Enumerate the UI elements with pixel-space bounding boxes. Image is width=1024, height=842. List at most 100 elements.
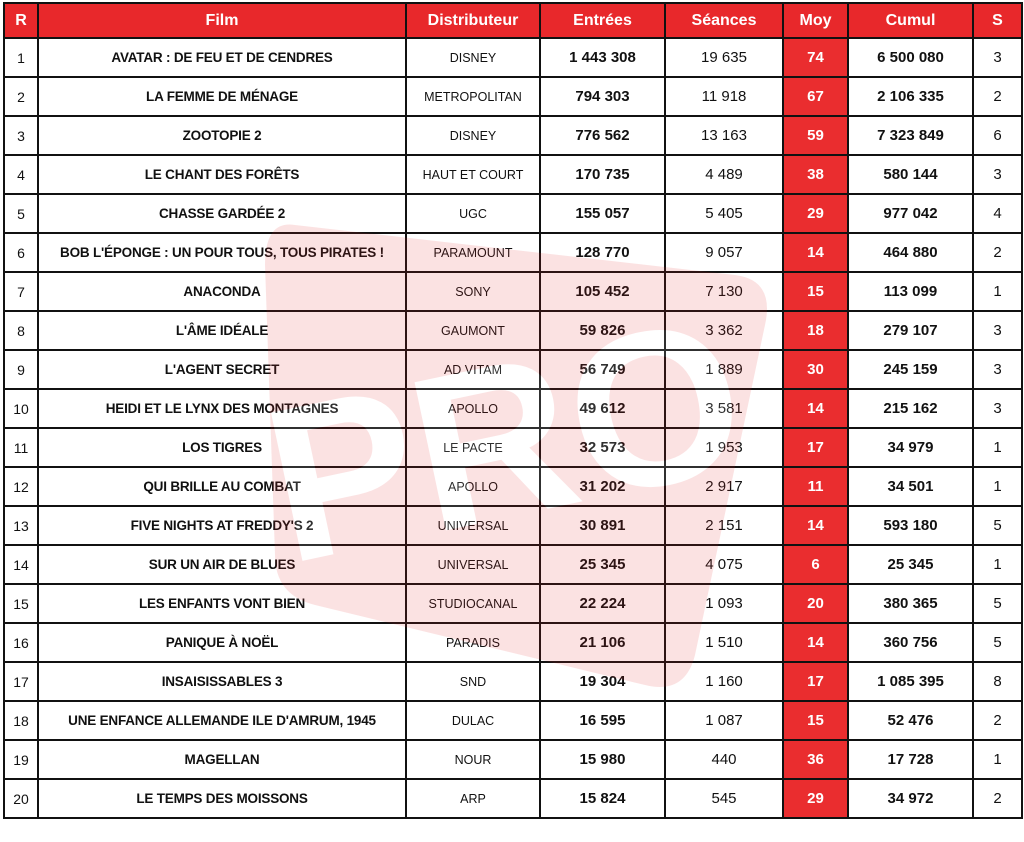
average-cell: 15: [782, 271, 849, 312]
total-cell: 464 880: [847, 232, 974, 273]
admissions-cell: 15 824: [539, 778, 666, 819]
header-cell: S: [972, 2, 1023, 39]
average-cell: 67: [782, 76, 849, 117]
film-cell: LE CHANT DES FORÊTS: [37, 154, 407, 195]
film-cell: LOS TIGRES: [37, 427, 407, 468]
admissions-cell: 776 562: [539, 115, 666, 156]
weeks-cell: 1: [972, 427, 1023, 468]
distributor-cell: HAUT ET COURT: [405, 154, 541, 195]
total-cell: 113 099: [847, 271, 974, 312]
weeks-cell: 3: [972, 37, 1023, 78]
table-row: 14 SUR UN AIR DE BLUES UNIVERSAL 25 345 4 07…: [3, 544, 1023, 585]
table-row: 18 UNE ENFANCE ALLEMANDE ILE D'AMRUM, 194…: [3, 700, 1023, 741]
weeks-cell: 4: [972, 193, 1023, 234]
rank-cell: 13: [3, 505, 39, 546]
screenings-cell: 7 130: [664, 271, 784, 312]
average-cell: 11: [782, 466, 849, 507]
admissions-cell: 25 345: [539, 544, 666, 585]
film-cell: LA FEMME DE MÉNAGE: [37, 76, 407, 117]
screenings-cell: 1 093: [664, 583, 784, 624]
distributor-cell: DISNEY: [405, 115, 541, 156]
total-cell: 360 756: [847, 622, 974, 663]
distributor-cell: UGC: [405, 193, 541, 234]
weeks-cell: 2: [972, 778, 1023, 819]
screenings-cell: 1 087: [664, 700, 784, 741]
rank-cell: 10: [3, 388, 39, 429]
film-cell: QUI BRILLE AU COMBAT: [37, 466, 407, 507]
rank-cell: 4: [3, 154, 39, 195]
film-cell: ANACONDA: [37, 271, 407, 312]
screenings-cell: 13 163: [664, 115, 784, 156]
weeks-cell: 1: [972, 271, 1023, 312]
rank-cell: 16: [3, 622, 39, 663]
distributor-cell: UNIVERSAL: [405, 505, 541, 546]
table-row: 3 ZOOTOPIE 2 DISNEY 776 562 13 163 59 7 323 84…: [3, 115, 1023, 156]
box-office-table: R Film Distributeur Entrées Séances Moy Cumul S…: [3, 2, 1023, 819]
table-body: 1 AVATAR : DE FEU ET DE CENDRES DISNEY 1 44…: [3, 37, 1023, 819]
film-cell: UNE ENFANCE ALLEMANDE ILE D'AMRUM, 1945: [37, 700, 407, 741]
screenings-cell: 2 151: [664, 505, 784, 546]
average-cell: 14: [782, 232, 849, 273]
distributor-cell: SND: [405, 661, 541, 702]
admissions-cell: 19 304: [539, 661, 666, 702]
admissions-cell: 30 891: [539, 505, 666, 546]
rank-cell: 3: [3, 115, 39, 156]
admissions-cell: 128 770: [539, 232, 666, 273]
rank-cell: 20: [3, 778, 39, 819]
film-cell: FIVE NIGHTS AT FREDDY'S 2: [37, 505, 407, 546]
rank-cell: 1: [3, 37, 39, 78]
screenings-cell: 440: [664, 739, 784, 780]
total-cell: 7 323 849: [847, 115, 974, 156]
admissions-cell: 56 749: [539, 349, 666, 390]
average-cell: 18: [782, 310, 849, 351]
film-cell: LES ENFANTS VONT BIEN: [37, 583, 407, 624]
screenings-cell: 2 917: [664, 466, 784, 507]
table-row: 19 MAGELLAN NOUR 15 980 440 36 17 728 1: [3, 739, 1023, 780]
table-row: 15 LES ENFANTS VONT BIEN STUDIOCANAL 22 224…: [3, 583, 1023, 624]
screenings-cell: 1 953: [664, 427, 784, 468]
average-cell: 29: [782, 778, 849, 819]
rank-cell: 6: [3, 232, 39, 273]
average-cell: 6: [782, 544, 849, 585]
rank-cell: 8: [3, 310, 39, 351]
rank-cell: 19: [3, 739, 39, 780]
distributor-cell: PARADIS: [405, 622, 541, 663]
average-cell: 14: [782, 505, 849, 546]
table-row: 6 BOB L'ÉPONGE : UN POUR TOUS, TOUS PIRAT…: [3, 232, 1023, 273]
rank-cell: 9: [3, 349, 39, 390]
header-cell: Distributeur: [405, 2, 541, 39]
film-cell: L'ÂME IDÉALE: [37, 310, 407, 351]
weeks-cell: 1: [972, 466, 1023, 507]
film-cell: AVATAR : DE FEU ET DE CENDRES: [37, 37, 407, 78]
admissions-cell: 21 106: [539, 622, 666, 663]
rank-cell: 17: [3, 661, 39, 702]
screenings-cell: 4 075: [664, 544, 784, 585]
screenings-cell: 9 057: [664, 232, 784, 273]
average-cell: 38: [782, 154, 849, 195]
admissions-cell: 32 573: [539, 427, 666, 468]
table-row: 13 FIVE NIGHTS AT FREDDY'S 2 UNIVERSAL 30 8…: [3, 505, 1023, 546]
average-cell: 30: [782, 349, 849, 390]
admissions-cell: 794 303: [539, 76, 666, 117]
table-row: 12 QUI BRILLE AU COMBAT APOLLO 31 202 2 917 1…: [3, 466, 1023, 507]
table-row: 11 LOS TIGRES LE PACTE 32 573 1 953 17 34 979 1: [3, 427, 1023, 468]
table-row: 7 ANACONDA SONY 105 452 7 130 15 113 099 1: [3, 271, 1023, 312]
total-cell: 2 106 335: [847, 76, 974, 117]
total-cell: 580 144: [847, 154, 974, 195]
weeks-cell: 3: [972, 310, 1023, 351]
film-cell: MAGELLAN: [37, 739, 407, 780]
total-cell: 380 365: [847, 583, 974, 624]
screenings-cell: 19 635: [664, 37, 784, 78]
distributor-cell: APOLLO: [405, 388, 541, 429]
table-row: 1 AVATAR : DE FEU ET DE CENDRES DISNEY 1 44…: [3, 37, 1023, 78]
total-cell: 52 476: [847, 700, 974, 741]
screenings-cell: 3 581: [664, 388, 784, 429]
distributor-cell: APOLLO: [405, 466, 541, 507]
screenings-cell: 545: [664, 778, 784, 819]
weeks-cell: 2: [972, 232, 1023, 273]
average-cell: 20: [782, 583, 849, 624]
average-cell: 14: [782, 622, 849, 663]
header-cell: Film: [37, 2, 407, 39]
admissions-cell: 59 826: [539, 310, 666, 351]
